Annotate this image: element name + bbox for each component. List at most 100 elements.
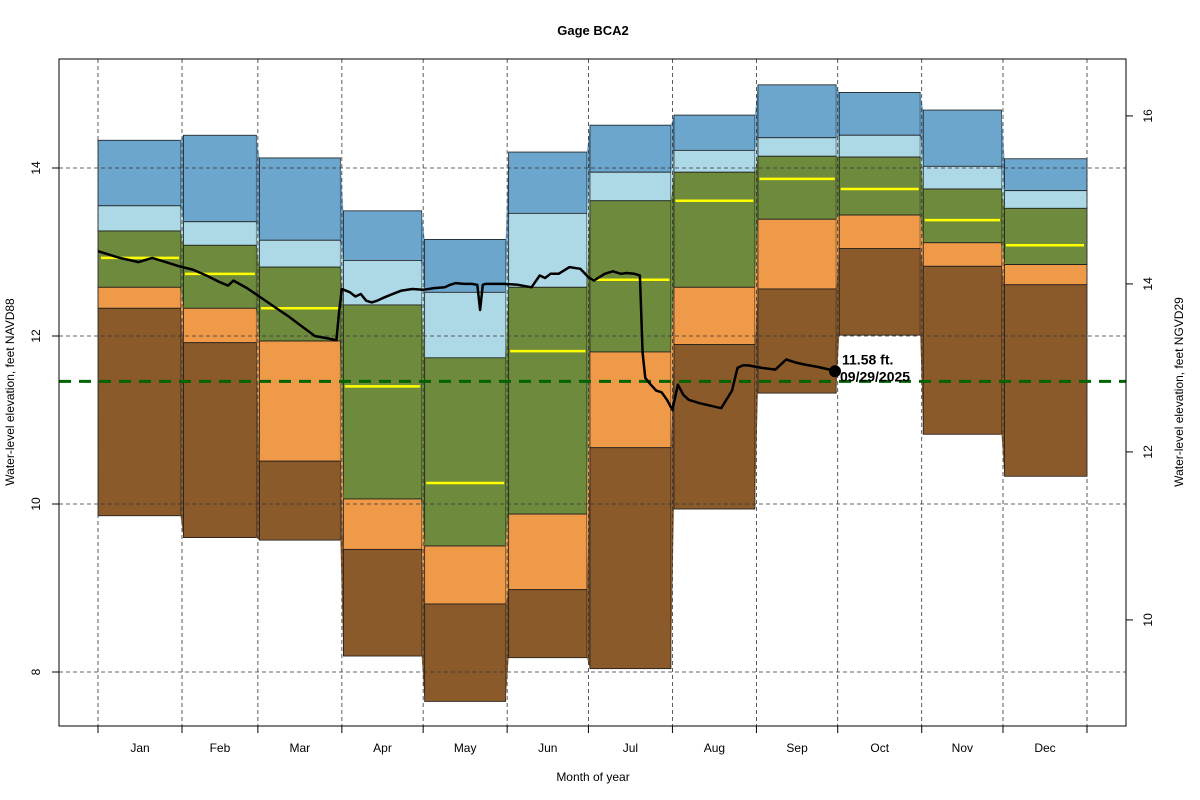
x-tick-label-jun: Jun	[538, 741, 557, 755]
band-very-high-nov	[922, 109, 1002, 167]
band-very-high-feb	[183, 134, 257, 223]
band-normal-apr	[342, 304, 423, 500]
band-very-low-jul	[589, 447, 672, 670]
band-normal-jun	[508, 286, 588, 515]
y-axis-right-title: Water-level elevation, feet NGVD29	[1172, 297, 1186, 487]
band-high-transition	[670, 150, 674, 201]
y-tick-label-left: 12	[29, 329, 43, 343]
band-very-low-aug	[673, 343, 756, 510]
band-low-jun	[508, 513, 588, 591]
band-low-dec	[1004, 264, 1088, 286]
band-low-mar	[258, 340, 341, 462]
band-very-low-transition	[180, 308, 184, 538]
band-high-transition	[180, 205, 184, 246]
band-high-mar	[258, 239, 341, 268]
band-high-transition	[920, 135, 924, 189]
band-high-dec	[1004, 190, 1088, 209]
band-very-low-transition	[670, 344, 674, 669]
band-very-low-transition	[505, 589, 509, 702]
y-tick-label-left: 8	[29, 668, 43, 675]
band-low-aug	[673, 286, 756, 345]
plot-frame	[58, 58, 1127, 727]
x-tick-label-aug: Aug	[704, 741, 725, 755]
x-tick-label-mar: Mar	[290, 741, 311, 755]
band-high-aug	[673, 149, 756, 173]
current-value-marker	[829, 365, 842, 378]
x-axis: Jan Feb Mar Apr May Jun Jul Aug Sep Oct Nov Dec	[97, 726, 1088, 755]
band-very-low-may	[424, 603, 507, 702]
x-tick-label-dec: Dec	[1034, 741, 1055, 755]
band-high-oct	[838, 134, 921, 158]
band-normal-feb	[183, 244, 257, 309]
band-very-low-jan	[97, 307, 181, 517]
band-high-transition	[421, 260, 425, 358]
band-high-transition	[754, 137, 758, 173]
band-very-low-jun	[508, 589, 588, 659]
percentile-bands	[97, 84, 1088, 702]
band-very-high-mar	[258, 157, 341, 241]
band-very-high-apr	[342, 210, 423, 261]
band-low-apr	[342, 498, 423, 550]
observed-water-level-line	[97, 250, 836, 412]
band-low-may	[424, 545, 507, 605]
x-tick-label-jul: Jul	[623, 741, 638, 755]
band-low-transition	[754, 219, 758, 345]
band-very-high-jul	[589, 124, 672, 173]
band-low-jan	[97, 286, 181, 309]
band-normal-jan	[97, 230, 181, 288]
y-tick-label-right: 16	[1141, 109, 1155, 123]
x-axis-title: Month of year	[556, 770, 629, 784]
band-high-nov	[922, 165, 1002, 190]
band-high-sep	[757, 137, 837, 157]
band-very-high-jan	[97, 139, 181, 207]
band-very-low-nov	[922, 265, 1002, 435]
band-very-low-sep	[757, 288, 837, 394]
band-very-high-transition	[586, 125, 590, 214]
band-very-low-feb	[183, 342, 257, 539]
y-tick-label-left: 14	[29, 161, 43, 175]
band-normal-transition	[1001, 189, 1005, 265]
band-very-low-oct	[838, 248, 921, 336]
x-tick-label-jan: Jan	[130, 741, 149, 755]
band-low-transition	[586, 351, 590, 590]
band-very-low-transition	[421, 549, 425, 702]
current-value-label: 11.58 ft.	[842, 351, 893, 367]
band-high-feb	[183, 221, 257, 246]
x-tick-label-nov: Nov	[952, 741, 973, 755]
y-tick-label-right: 14	[1141, 277, 1155, 291]
band-normal-oct	[838, 156, 921, 216]
x-tick-label-oct: Oct	[870, 741, 889, 755]
band-normal-sep	[757, 155, 837, 220]
band-normal-may	[424, 357, 507, 547]
band-low-sep	[757, 218, 837, 290]
median-lines	[101, 177, 1084, 485]
band-normal-nov	[922, 188, 1002, 244]
band-low-transition	[920, 215, 924, 267]
y-axis-left-title: Water-level elevation, feet NAVD88	[3, 298, 17, 486]
band-low-jul	[589, 351, 672, 449]
band-very-high-aug	[673, 114, 756, 151]
y-tick-label-right: 10	[1141, 613, 1155, 627]
y-axis-right: 10 12 14 16	[1126, 109, 1155, 627]
band-very-low-mar	[258, 460, 341, 541]
band-low-feb	[183, 307, 257, 344]
x-tick-label-sep: Sep	[786, 741, 808, 755]
band-high-may	[424, 291, 507, 359]
x-tick-label-may: May	[454, 741, 477, 755]
band-very-high-oct	[838, 92, 921, 136]
y-tick-label-left: 10	[29, 497, 43, 511]
band-normal-dec	[1004, 207, 1088, 266]
band-very-high-dec	[1004, 158, 1088, 192]
band-very-low-apr	[342, 548, 423, 657]
band-high-jul	[589, 171, 672, 202]
x-tick-label-feb: Feb	[210, 741, 231, 755]
chart-title: Gage BCA2	[557, 23, 629, 38]
gridlines	[59, 59, 1126, 726]
band-very-low-transition	[256, 342, 260, 541]
band-low-nov	[922, 242, 1002, 267]
band-normal-aug	[673, 171, 756, 288]
x-tick-label-apr: Apr	[373, 741, 392, 755]
band-very-high-sep	[757, 84, 837, 139]
band-very-high-jun	[508, 151, 588, 214]
